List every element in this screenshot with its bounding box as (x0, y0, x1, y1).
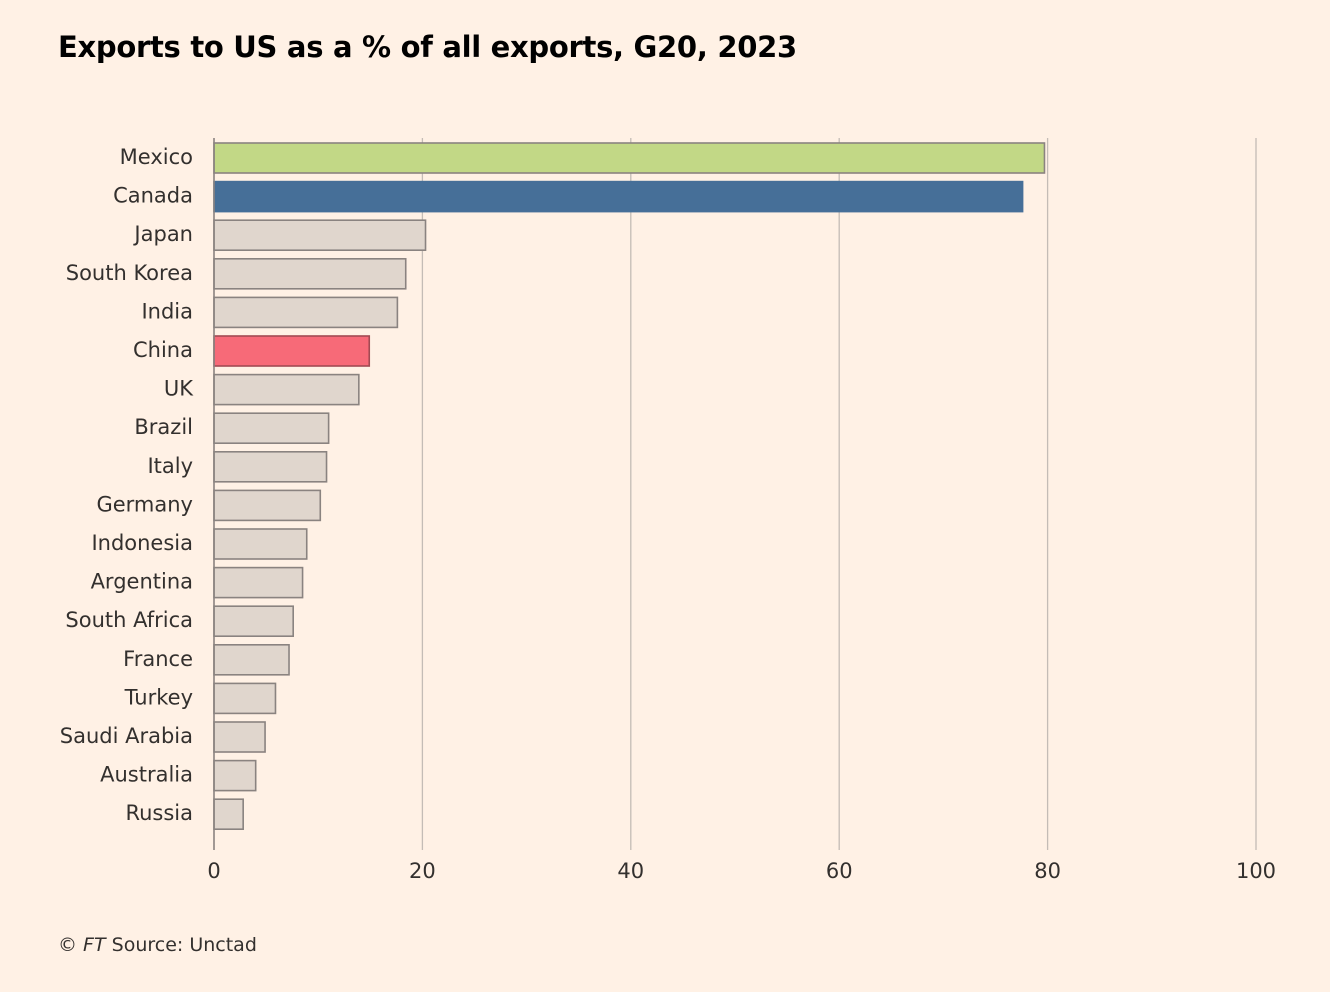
category-label-argentina: Argentina (91, 570, 193, 594)
ft-brand: FT (83, 934, 106, 956)
category-label-japan: Japan (132, 222, 193, 246)
bar-india (213, 296, 399, 329)
category-label-brazil: Brazil (134, 415, 193, 439)
bar-australia (213, 759, 257, 792)
bar-brazil (213, 412, 330, 445)
bar-uk (213, 373, 360, 406)
bar-south-korea (213, 257, 407, 290)
category-label-australia: Australia (100, 763, 193, 787)
bar-germany (213, 489, 322, 522)
category-label-china: China (133, 338, 193, 362)
source-note: © FT Source: Unctad (58, 934, 257, 956)
category-label-italy: Italy (147, 454, 193, 478)
category-label-france: France (123, 647, 193, 671)
bar-france (213, 643, 290, 676)
bar-mexico (213, 142, 1046, 174)
category-label-uk: UK (164, 377, 194, 401)
x-tick-label-0: 0 (207, 859, 220, 883)
bar-indonesia (213, 528, 308, 560)
x-tick-label-40: 40 (617, 859, 644, 883)
bars (213, 138, 1046, 850)
x-tick-label-20: 20 (409, 859, 436, 883)
copyright-symbol: © (58, 934, 77, 956)
category-label-saudi-arabia: Saudi Arabia (60, 724, 193, 748)
bar-china (213, 335, 371, 367)
x-tick-label-80: 80 (1034, 859, 1061, 883)
x-tick-label-100: 100 (1236, 859, 1276, 883)
x-tick-label-60: 60 (826, 859, 853, 883)
category-labels: Mexico Canada Japan South Korea India China UK… (60, 145, 194, 825)
gridlines (421, 138, 1257, 850)
category-label-south-korea: South Korea (66, 261, 193, 285)
bar-russia (213, 798, 244, 831)
category-label-canada: Canada (113, 184, 193, 208)
category-label-india: India (141, 299, 193, 323)
category-label-russia: Russia (125, 801, 193, 825)
bar-japan (213, 219, 427, 251)
bar-italy (213, 450, 328, 483)
x-axis-ticks: 0 20 40 60 80 100 (207, 859, 1276, 883)
bar-turkey (213, 682, 277, 715)
category-label-south-africa: South Africa (65, 608, 193, 632)
bar-canada (213, 180, 1024, 213)
bar-argentina (213, 566, 304, 599)
source-text: Source: Unctad (111, 934, 257, 956)
chart-title: Exports to US as a % of all exports, G20… (58, 30, 797, 64)
category-label-indonesia: Indonesia (91, 531, 193, 555)
bar-south-africa (213, 605, 294, 638)
category-label-turkey: Turkey (124, 685, 193, 709)
category-label-mexico: Mexico (120, 145, 193, 169)
bar-saudi-arabia (213, 721, 266, 753)
category-label-germany: Germany (96, 492, 193, 516)
